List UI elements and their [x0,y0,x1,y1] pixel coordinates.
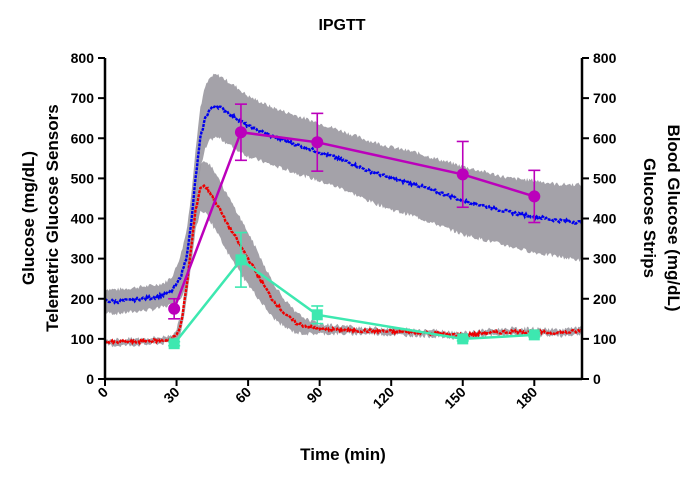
y-tick-label-left: 700 [71,90,95,106]
strip-point-1-1 [235,254,247,266]
strip-point-1-0 [168,338,180,350]
strip-series [168,103,541,350]
confidence-bands [105,73,582,348]
x-tick-label: 60 [232,384,254,406]
y-tick-label-right: 100 [593,331,617,347]
strip-point-1-2 [311,309,323,321]
sensor-lines [104,104,584,346]
strip-point-0-4 [528,190,541,203]
y-tick-label-right: 700 [593,90,617,106]
strip-point-1-3 [457,333,469,345]
y-tick-label-left: 800 [71,50,95,66]
x-tick-label: 90 [303,384,325,406]
strip-point-0-1 [234,126,247,139]
sensor-line-1 [104,183,583,346]
y-tick-label-left: 100 [71,331,95,347]
y-tick-label-left: 200 [71,291,95,307]
x-tick-label: 120 [369,384,397,412]
y-tick-label-left: 400 [71,211,95,227]
y-tick-label-left: 0 [86,371,94,387]
strip-point-1-4 [528,329,540,341]
sensor-line-0 [104,104,584,305]
y-axis-label-left-line2: Telemetric Glucose Sensors [43,104,62,331]
y-tick-label-right: 400 [593,211,617,227]
strip-point-0-3 [456,168,469,181]
y-tick-label-right: 500 [593,170,617,186]
x-tick-label: 0 [94,384,111,401]
y-axis-label-left-line1: Glucose (mg/dL) [19,151,38,285]
y-tick-label-left: 300 [71,251,95,267]
y-axis-label-right: Blood Glucose (mg/dL) Glucose Strips [640,125,683,312]
strip-point-0-2 [311,136,324,149]
y-axis-label-left: Glucose (mg/dL) Telemetric Glucose Senso… [19,104,62,331]
x-axis-label: Time (min) [300,445,386,464]
y-tick-label-right: 600 [593,130,617,146]
strip-point-0-0 [168,302,181,315]
y-tick-label-right: 200 [593,291,617,307]
chart-title: IPGTT [318,17,365,34]
y-tick-label-left: 600 [71,130,95,146]
y-tick-label-right: 300 [593,251,617,267]
x-tick-label: 150 [441,384,469,412]
sensor-band-0 [105,73,582,316]
y-axis-label-right-line1: Blood Glucose (mg/dL) [664,125,683,312]
y-tick-label-right: 800 [593,50,617,66]
x-tick-label: 180 [513,384,541,412]
y-tick-label-left: 500 [71,170,95,186]
x-tick-label: 30 [160,384,182,406]
sensor-band-1 [105,161,582,348]
y-axis-label-right-line2: Glucose Strips [640,158,659,278]
y-tick-label-right: 0 [593,371,601,387]
